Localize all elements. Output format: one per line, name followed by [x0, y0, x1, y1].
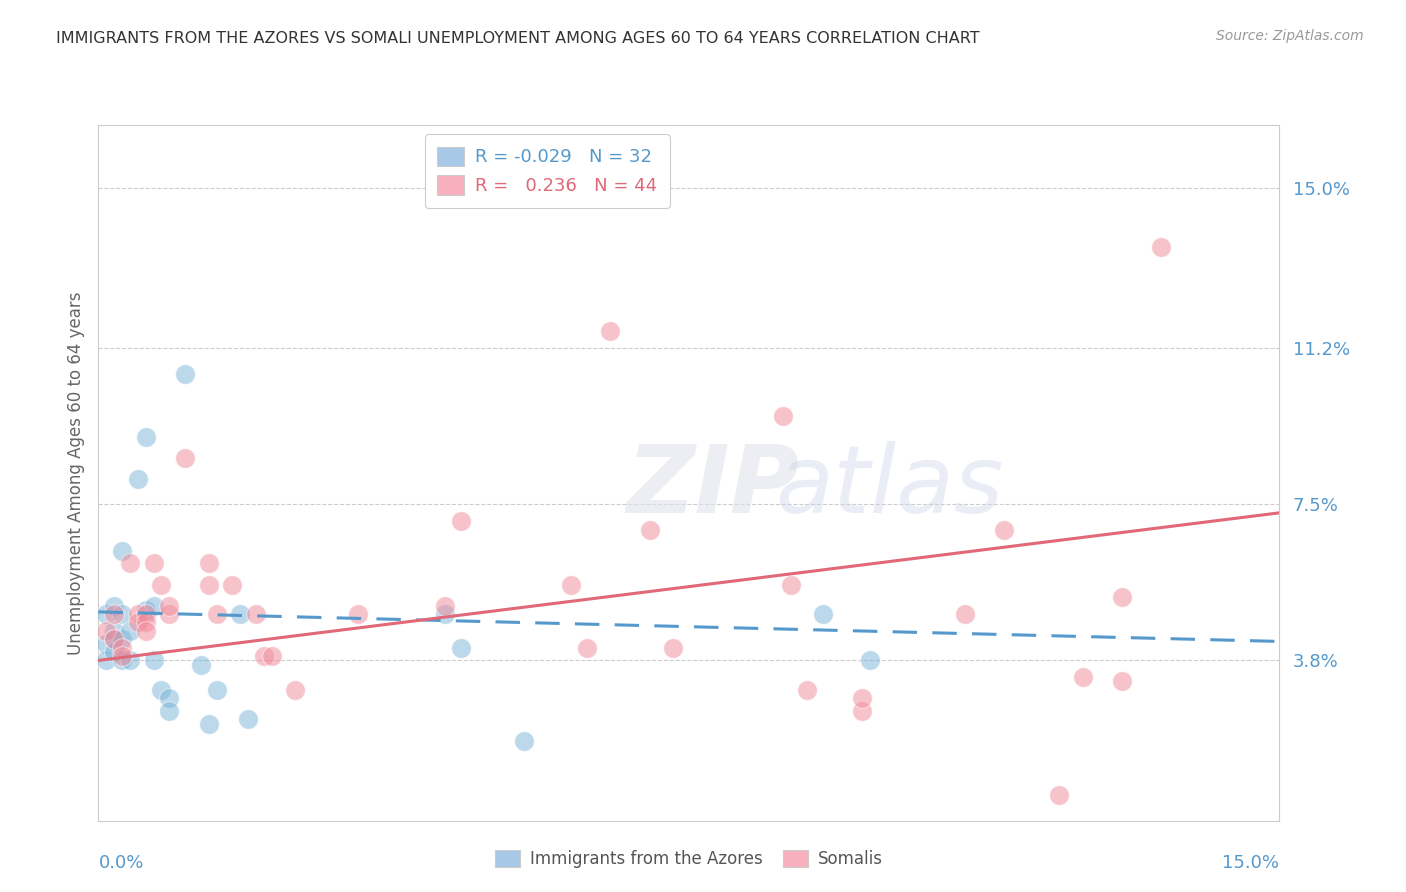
Point [260, 649, 283, 664]
Point [197, 716, 219, 731]
Point [127, 615, 149, 630]
Text: ZIP: ZIP [626, 441, 799, 533]
Text: Source: ZipAtlas.com: Source: ZipAtlas.com [1216, 29, 1364, 43]
Point [859, 653, 882, 667]
Point [796, 682, 818, 697]
Point [111, 649, 134, 664]
Point [103, 599, 125, 613]
Legend: Immigrants from the Azores, Somalis: Immigrants from the Azores, Somalis [488, 844, 890, 875]
Point [150, 577, 173, 591]
Point [111, 607, 134, 621]
Point [229, 607, 252, 621]
Point [811, 607, 834, 621]
Point [103, 645, 125, 659]
Point [347, 607, 370, 621]
Point [284, 682, 307, 697]
Point [157, 704, 180, 718]
Point [103, 607, 125, 621]
Point [118, 557, 141, 571]
Text: atlas: atlas [776, 442, 1004, 533]
Point [1111, 590, 1133, 604]
Point [157, 691, 180, 706]
Point [96, 607, 118, 621]
Point [96, 653, 118, 667]
Point [197, 557, 219, 571]
Point [127, 472, 149, 486]
Point [236, 713, 259, 727]
Point [157, 599, 180, 613]
Point [103, 632, 125, 647]
Point [662, 640, 685, 655]
Point [450, 514, 472, 528]
Point [575, 640, 598, 655]
Point [135, 624, 157, 638]
Point [135, 430, 157, 444]
Point [205, 682, 228, 697]
Point [190, 657, 212, 672]
Point [245, 607, 267, 621]
Point [1111, 674, 1133, 689]
Point [599, 325, 621, 339]
Point [118, 624, 141, 638]
Point [450, 640, 472, 655]
Point [433, 607, 456, 621]
Point [157, 607, 180, 621]
Point [174, 450, 197, 465]
Point [780, 577, 803, 591]
Point [135, 615, 157, 630]
Text: IMMIGRANTS FROM THE AZORES VS SOMALI UNEMPLOYMENT AMONG AGES 60 TO 64 YEARS CORR: IMMIGRANTS FROM THE AZORES VS SOMALI UNE… [56, 31, 980, 46]
Point [772, 409, 794, 423]
Point [851, 704, 873, 718]
Point [111, 632, 134, 647]
Point [103, 632, 125, 647]
Point [142, 557, 165, 571]
Point [253, 649, 276, 664]
Point [433, 599, 456, 613]
Point [111, 653, 134, 667]
Point [1071, 670, 1094, 684]
Point [111, 543, 134, 558]
Point [205, 607, 228, 621]
Point [135, 603, 157, 617]
Point [512, 733, 534, 747]
Text: 0.0%: 0.0% [98, 855, 143, 872]
Point [953, 607, 976, 621]
Point [638, 523, 661, 537]
Point [1150, 240, 1173, 254]
Point [142, 653, 165, 667]
Point [96, 636, 118, 650]
Point [1047, 789, 1070, 803]
Point [221, 577, 243, 591]
Y-axis label: Unemployment Among Ages 60 to 64 years: Unemployment Among Ages 60 to 64 years [66, 291, 84, 655]
Point [127, 607, 149, 621]
Point [135, 607, 157, 621]
Point [118, 653, 141, 667]
Point [150, 682, 173, 697]
Point [560, 577, 582, 591]
Point [142, 599, 165, 613]
Point [197, 577, 219, 591]
Point [993, 523, 1015, 537]
Point [851, 691, 873, 706]
Point [103, 624, 125, 638]
Text: 15.0%: 15.0% [1222, 855, 1279, 872]
Point [111, 640, 134, 655]
Point [174, 367, 197, 381]
Point [96, 624, 118, 638]
